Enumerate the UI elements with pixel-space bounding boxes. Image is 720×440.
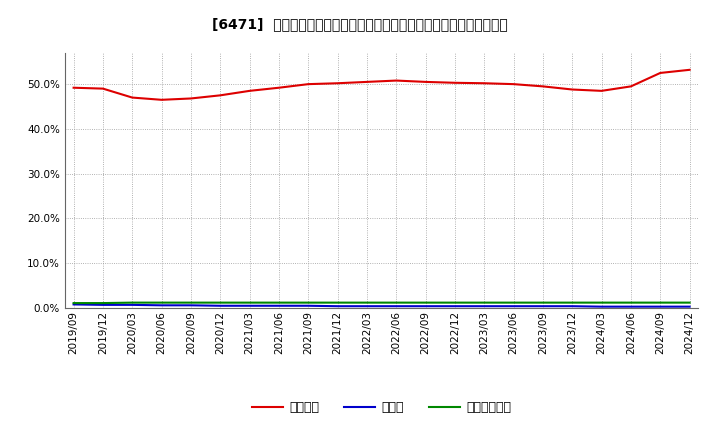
自己資本 — [626, 84, 635, 89]
自己資本 — [656, 70, 665, 76]
繰延税金資産 — [216, 300, 225, 305]
繰延税金資産 — [685, 300, 694, 305]
繰延税金資産 — [421, 300, 430, 305]
のれん — [568, 304, 577, 309]
のれん — [246, 303, 254, 308]
繰延税金資産 — [246, 300, 254, 305]
繰延税金資産 — [363, 300, 372, 305]
のれん — [274, 303, 283, 308]
繰延税金資産 — [157, 300, 166, 305]
自己資本 — [274, 85, 283, 90]
自己資本 — [480, 81, 489, 86]
のれん — [186, 303, 195, 308]
のれん — [451, 304, 459, 309]
自己資本 — [392, 78, 400, 83]
自己資本 — [685, 67, 694, 73]
繰延税金資産 — [128, 300, 137, 305]
自己資本 — [128, 95, 137, 100]
繰延税金資産 — [69, 301, 78, 306]
自己資本 — [304, 81, 312, 87]
のれん — [480, 304, 489, 309]
のれん — [157, 303, 166, 308]
Legend: 自己資本, のれん, 繰延税金資産: 自己資本, のれん, 繰延税金資産 — [246, 396, 517, 419]
自己資本 — [598, 88, 606, 93]
自己資本 — [333, 81, 342, 86]
繰延税金資産 — [509, 300, 518, 305]
自己資本 — [363, 79, 372, 84]
のれん — [685, 304, 694, 309]
自己資本 — [421, 79, 430, 84]
自己資本 — [216, 93, 225, 98]
自己資本 — [568, 87, 577, 92]
のれん — [656, 304, 665, 309]
のれん — [363, 304, 372, 309]
自己資本 — [246, 88, 254, 93]
自己資本 — [99, 86, 107, 91]
のれん — [598, 304, 606, 309]
繰延税金資産 — [539, 300, 547, 305]
のれん — [304, 303, 312, 308]
のれん — [392, 304, 400, 309]
繰延税金資産 — [186, 300, 195, 305]
のれん — [99, 302, 107, 308]
繰延税金資産 — [392, 300, 400, 305]
繰延税金資産 — [274, 300, 283, 305]
自己資本 — [157, 97, 166, 103]
繰延税金資産 — [626, 300, 635, 305]
のれん — [333, 304, 342, 309]
自己資本 — [539, 84, 547, 89]
のれん — [128, 302, 137, 308]
自己資本 — [186, 96, 195, 101]
繰延税金資産 — [99, 301, 107, 306]
繰延税金資産 — [568, 300, 577, 305]
自己資本 — [509, 81, 518, 87]
のれん — [509, 304, 518, 309]
のれん — [69, 302, 78, 307]
繰延税金資産 — [480, 300, 489, 305]
Line: 自己資本: 自己資本 — [73, 70, 690, 100]
繰延税金資産 — [598, 300, 606, 305]
繰延税金資産 — [656, 300, 665, 305]
繰延税金資産 — [451, 300, 459, 305]
のれん — [421, 304, 430, 309]
自己資本 — [69, 85, 78, 90]
自己資本 — [451, 80, 459, 85]
繰延税金資産 — [304, 300, 312, 305]
繰延税金資産 — [333, 300, 342, 305]
のれん — [216, 303, 225, 308]
Line: のれん: のれん — [73, 304, 690, 307]
のれん — [539, 304, 547, 309]
のれん — [626, 304, 635, 309]
Text: [6471]  自己資本、のれん、繰延税金資産の総資産に対する比率の推移: [6471] 自己資本、のれん、繰延税金資産の総資産に対する比率の推移 — [212, 18, 508, 32]
